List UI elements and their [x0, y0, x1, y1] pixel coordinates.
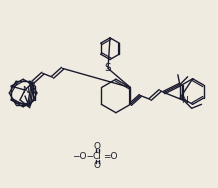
Text: N: N [181, 96, 188, 105]
Text: N: N [23, 86, 29, 95]
Text: =O: =O [103, 152, 117, 161]
Text: O: O [94, 142, 101, 151]
Text: S: S [105, 63, 111, 73]
Text: +: + [27, 84, 33, 90]
Text: −O−: −O− [72, 152, 94, 161]
Text: Cl: Cl [93, 152, 102, 161]
Text: O: O [94, 161, 101, 170]
